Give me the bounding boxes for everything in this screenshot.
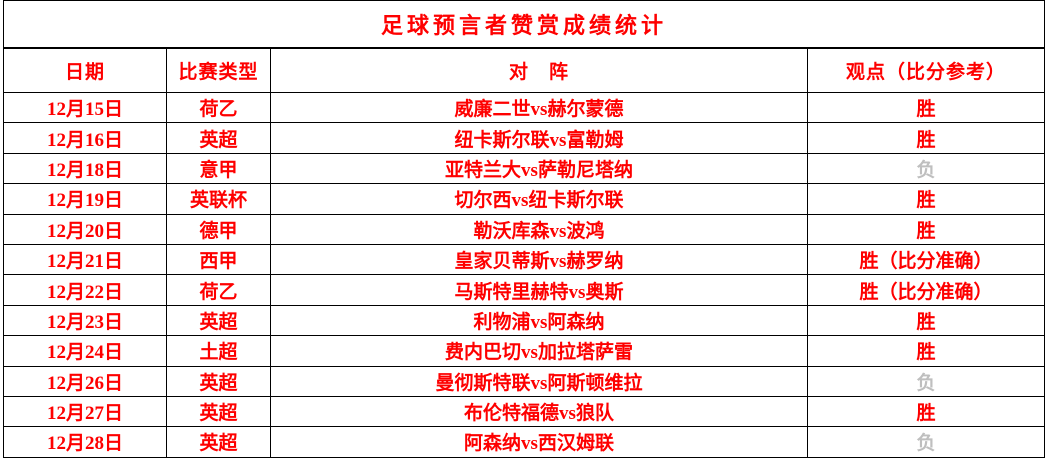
result-cell: 负 [806, 365, 1046, 397]
date-cell: 12月20日 [3, 213, 167, 245]
date-cell: 12月26日 [3, 365, 167, 397]
date-cell: 12月19日 [3, 183, 167, 215]
matchup-cell: 皇家贝蒂斯vs赫罗纳 [270, 243, 808, 276]
result-cell: 胜 [806, 91, 1046, 124]
date-cell: 12月21日 [3, 243, 167, 276]
column-header-matchup: 对 阵 [270, 47, 808, 93]
table-row: 12月18日 意甲 亚特兰大vs萨勒尼塔纳 负 [3, 152, 1046, 185]
matchup-cell: 纽卡斯尔联vs富勒姆 [270, 122, 808, 154]
result-cell: 胜（比分准确） [806, 274, 1046, 306]
league-cell: 德甲 [166, 213, 271, 245]
table-row: 12月15日 荷乙 威廉二世vs赫尔蒙德 胜 [3, 91, 1046, 124]
result-cell: 胜 [806, 213, 1046, 245]
date-cell: 12月23日 [3, 304, 167, 337]
league-cell: 英超 [166, 395, 271, 428]
result-cell: 胜（比分准确） [806, 243, 1046, 276]
matchup-cell: 马斯特里赫特vs奥斯 [270, 274, 808, 306]
result-cell: 负 [806, 152, 1046, 185]
league-cell: 英超 [166, 365, 271, 397]
matchup-cell: 费内巴切vs加拉塔萨雷 [270, 335, 808, 367]
table-row: 12月28日 英超 阿森纳vs西汉姆联 负 [3, 426, 1046, 458]
column-header-result: 观点（比分参考） [806, 47, 1046, 93]
result-cell: 胜 [806, 122, 1046, 154]
league-cell: 土超 [166, 335, 271, 367]
header-row: 日期 比赛类型 对 阵 观点（比分参考） [3, 47, 1046, 93]
matchup-cell: 勒沃库森vs波鸿 [270, 213, 808, 245]
matchup-cell: 亚特兰大vs萨勒尼塔纳 [270, 152, 808, 185]
table-body: 12月15日 荷乙 威廉二世vs赫尔蒙德 胜 12月16日 英超 纽卡斯尔联vs… [3, 91, 1046, 458]
date-cell: 12月24日 [3, 335, 167, 367]
league-cell: 英联杯 [166, 183, 271, 215]
league-cell: 英超 [166, 122, 271, 154]
column-header-date: 日期 [3, 47, 167, 93]
date-cell: 12月27日 [3, 395, 167, 428]
table-row: 12月27日 英超 布伦特福德vs狼队 胜 [3, 395, 1046, 428]
table-row: 12月22日 荷乙 马斯特里赫特vs奥斯 胜（比分准确） [3, 274, 1046, 306]
matchup-cell: 利物浦vs阿森纳 [270, 304, 808, 337]
column-header-league: 比赛类型 [166, 47, 271, 93]
page-title: 足球预言者赞赏成绩统计 [2, 0, 1046, 49]
matchup-cell: 切尔西vs纽卡斯尔联 [270, 183, 808, 215]
date-cell: 12月22日 [3, 274, 167, 306]
results-sheet: 足球预言者赞赏成绩统计 日期 比赛类型 对 阵 观点（比分参考） 12月15日 … [2, 0, 1046, 458]
date-cell: 12月18日 [3, 152, 167, 185]
result-cell: 胜 [806, 395, 1046, 428]
matchup-cell: 曼彻斯特联vs阿斯顿维拉 [270, 365, 808, 397]
date-cell: 12月15日 [3, 91, 167, 124]
title-row: 足球预言者赞赏成绩统计 [2, 0, 1046, 49]
table-row: 12月24日 土超 费内巴切vs加拉塔萨雷 胜 [3, 335, 1046, 367]
league-cell: 西甲 [166, 243, 271, 276]
table-row: 12月26日 英超 曼彻斯特联vs阿斯顿维拉 负 [3, 365, 1046, 397]
league-cell: 意甲 [166, 152, 271, 185]
result-cell: 胜 [806, 304, 1046, 337]
result-cell: 胜 [806, 335, 1046, 367]
table-row: 12月16日 英超 纽卡斯尔联vs富勒姆 胜 [3, 122, 1046, 154]
table-row: 12月20日 德甲 勒沃库森vs波鸿 胜 [3, 213, 1046, 245]
league-cell: 英超 [166, 304, 271, 337]
matchup-cell: 威廉二世vs赫尔蒙德 [270, 91, 808, 124]
date-cell: 12月28日 [3, 426, 167, 458]
table-row: 12月19日 英联杯 切尔西vs纽卡斯尔联 胜 [3, 183, 1046, 215]
league-cell: 英超 [166, 426, 271, 458]
matchup-cell: 布伦特福德vs狼队 [270, 395, 808, 428]
league-cell: 荷乙 [166, 274, 271, 306]
league-cell: 荷乙 [166, 91, 271, 124]
table-row: 12月23日 英超 利物浦vs阿森纳 胜 [3, 304, 1046, 337]
matchup-cell: 阿森纳vs西汉姆联 [270, 426, 808, 458]
results-table: 足球预言者赞赏成绩统计 日期 比赛类型 对 阵 观点（比分参考） 12月15日 … [2, 0, 1046, 458]
table-row: 12月21日 西甲 皇家贝蒂斯vs赫罗纳 胜（比分准确） [3, 243, 1046, 276]
date-cell: 12月16日 [3, 122, 167, 154]
result-cell: 胜 [806, 183, 1046, 215]
result-cell: 负 [806, 426, 1046, 458]
